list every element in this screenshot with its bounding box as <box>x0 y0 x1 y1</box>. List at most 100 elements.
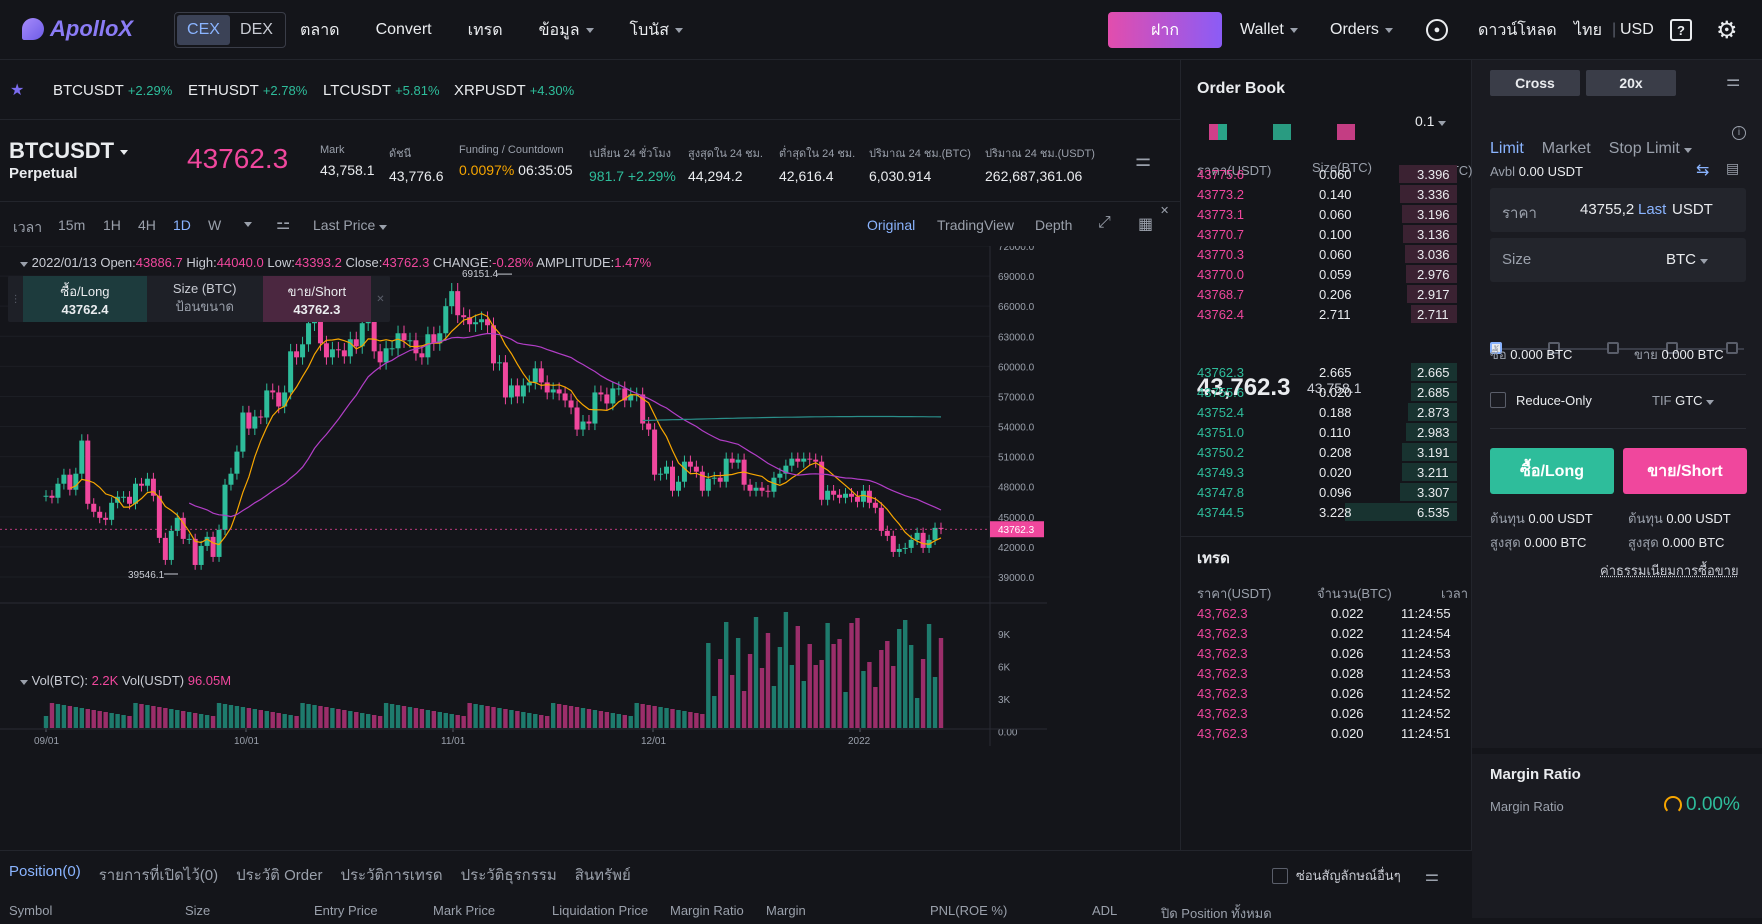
precision-select[interactable]: 0.1 <box>1415 113 1446 129</box>
quick-size-input[interactable]: Size (BTC) ป้อนขนาด <box>147 276 263 322</box>
bid-row[interactable]: 43755.6 0.020 2.685 <box>1181 382 1473 404</box>
help-button[interactable]: ? <box>1670 0 1692 60</box>
interval-w[interactable]: W <box>208 217 221 233</box>
fullscreen-icon[interactable]: ⤢ <box>1098 214 1111 232</box>
price-input[interactable]: ราคา 43755,2 Last USDT <box>1490 188 1746 232</box>
y-tick-label: 51000.0 <box>998 453 1035 464</box>
bid-row[interactable]: 43752.4 0.188 2.873 <box>1181 402 1473 424</box>
interval-1d[interactable]: 1D <box>173 217 191 233</box>
ask-row[interactable]: 43770.7 0.100 3.136 <box>1181 224 1473 246</box>
collapse-icon[interactable] <box>20 262 28 267</box>
collapse-icon[interactable] <box>20 680 28 685</box>
nav-trade[interactable]: เทรด <box>468 18 503 43</box>
settings-button[interactable]: ⚙ <box>1716 0 1738 60</box>
ask-row[interactable]: 43773.2 0.140 3.336 <box>1181 184 1473 206</box>
ask-row[interactable]: 43762.4 2.711 2.711 <box>1181 304 1473 326</box>
chevron-down-icon[interactable] <box>244 222 252 227</box>
tab-assets[interactable]: สินทรัพย์ <box>575 863 631 887</box>
tif-select[interactable]: TIF GTC <box>1652 393 1714 408</box>
margin-mode-button[interactable]: Cross <box>1490 70 1580 96</box>
nav-markets[interactable]: ตลาด <box>300 18 340 43</box>
slider-stop-100[interactable] <box>1726 342 1738 354</box>
book-view-asks-icon[interactable] <box>1337 124 1355 140</box>
tab-stop-limit[interactable]: Stop Limit <box>1609 140 1693 158</box>
ask-row[interactable]: 43770.0 0.059 2.976 <box>1181 264 1473 286</box>
logo[interactable]: ApolloX <box>22 16 133 42</box>
drag-handle[interactable]: ⋮ <box>8 276 23 322</box>
bid-row[interactable]: 43762.3 2.665 2.665 <box>1181 362 1473 384</box>
size-unit-select[interactable]: BTC <box>1666 251 1708 268</box>
info-icon[interactable]: i <box>1732 126 1746 140</box>
close-all-positions[interactable]: ปิด Position ทั้งหมด <box>1161 903 1272 924</box>
tab-market[interactable]: Market <box>1542 140 1591 158</box>
sell-short-button[interactable]: ขาย/Short <box>1623 448 1747 494</box>
indicator-settings-icon[interactable]: ⚍ <box>276 214 290 234</box>
sliders-icon[interactable]: ⚌ <box>1425 866 1439 886</box>
language-select[interactable]: ไทย <box>1574 0 1602 60</box>
book-view-both-icon[interactable] <box>1209 124 1227 140</box>
ask-row[interactable]: 43770.3 0.060 3.036 <box>1181 244 1473 266</box>
ticker-ltcusdt[interactable]: LTCUSDT +5.81% <box>323 82 440 99</box>
ask-row[interactable]: 43768.7 0.206 2.917 <box>1181 284 1473 306</box>
checkbox[interactable] <box>1490 392 1506 408</box>
reduce-only-toggle[interactable]: Reduce-Only <box>1490 392 1592 408</box>
nav-convert[interactable]: Convert <box>376 21 432 39</box>
fee-link[interactable]: ค่าธรรมเนียมการซื้อขาย <box>1600 560 1739 581</box>
transfer-icon[interactable]: ⇆ <box>1696 160 1709 180</box>
view-tradingview[interactable]: TradingView <box>937 217 1014 233</box>
sliders-icon[interactable]: ⚌ <box>1135 150 1151 171</box>
orders-menu[interactable]: Orders <box>1330 0 1393 60</box>
size-input[interactable]: Size BTC <box>1490 238 1746 282</box>
slider-stop-50[interactable] <box>1607 342 1619 354</box>
download-link[interactable]: ดาวน์โหลด <box>1478 0 1557 60</box>
ask-row[interactable]: 43775.6 0.060 3.396 <box>1181 164 1473 186</box>
ticker-xrpusdt[interactable]: XRPUSDT +4.30% <box>454 82 574 99</box>
buy-long-button[interactable]: ซื้อ/Long <box>1490 448 1614 494</box>
tab-order-history[interactable]: ประวัติ Order <box>236 863 322 887</box>
ask-row[interactable]: 43773.1 0.060 3.196 <box>1181 204 1473 226</box>
book-view-bids-icon[interactable] <box>1273 124 1291 140</box>
view-original[interactable]: Original <box>867 217 915 233</box>
close-icon[interactable]: ✕ <box>371 276 390 322</box>
wallet-menu[interactable]: Wallet <box>1240 0 1298 60</box>
hide-other-toggle[interactable]: ซ่อนสัญลักษณ์อื่นๆ ⚌ <box>1272 865 1439 886</box>
bid-row[interactable]: 43750.2 0.208 3.191 <box>1181 442 1473 464</box>
cex-button[interactable]: CEX <box>177 15 230 45</box>
account-button[interactable]: ● <box>1426 0 1448 60</box>
quick-short-button[interactable]: ขาย/Short 43762.3 <box>263 276 371 322</box>
view-depth[interactable]: Depth <box>1035 217 1072 233</box>
tab-transaction-history[interactable]: ประวัติธุรกรรม <box>461 863 557 887</box>
calculator-icon[interactable]: ⚌ <box>1726 71 1740 91</box>
currency-select[interactable]: USD <box>1620 0 1654 60</box>
bid-row[interactable]: 43747.8 0.096 3.307 <box>1181 482 1473 504</box>
ticker-btcusdt[interactable]: BTCUSDT +2.29% <box>53 82 172 99</box>
layout-grid-icon[interactable]: ▦ <box>1138 214 1153 234</box>
tab-open-orders[interactable]: รายการที่เปิดไว้(0) <box>99 863 218 887</box>
close-icon[interactable]: ✕ <box>1160 204 1169 217</box>
nav-bonus[interactable]: โบนัส <box>630 18 683 43</box>
star-icon[interactable]: ★ <box>10 80 24 100</box>
checkbox[interactable] <box>1272 868 1288 884</box>
ticker-ethusdt[interactable]: ETHUSDT +2.78% <box>188 82 307 99</box>
calendar-icon[interactable]: ▤ <box>1726 160 1739 177</box>
last-price-button[interactable]: Last <box>1638 201 1666 218</box>
tab-positions[interactable]: Position(0) <box>9 863 81 887</box>
volume-bar <box>802 681 806 728</box>
deposit-button[interactable]: ฝาก <box>1108 12 1222 48</box>
interval-4h[interactable]: 4H <box>138 217 156 233</box>
symbol-select[interactable]: BTCUSDT <box>9 138 128 164</box>
nav-data[interactable]: ข้อมูล <box>539 18 594 43</box>
bid-row[interactable]: 43749.3 0.020 3.211 <box>1181 462 1473 484</box>
candle-body <box>825 491 830 500</box>
dex-button[interactable]: DEX <box>230 15 283 45</box>
bid-row[interactable]: 43751.0 0.110 2.983 <box>1181 422 1473 444</box>
tab-limit[interactable]: Limit <box>1490 140 1524 158</box>
quick-long-button[interactable]: ซื้อ/Long 43762.4 <box>23 276 147 322</box>
bid-row[interactable]: 43744.5 3.228 6.535 <box>1181 502 1473 524</box>
interval-15m[interactable]: 15m <box>58 217 85 233</box>
tab-trade-history[interactable]: ประวัติการเทรด <box>340 863 442 887</box>
price-chart[interactable]: 72000.0 69000.0 66000.0 63000.0 60000.0 57000… <box>0 246 1180 850</box>
leverage-button[interactable]: 20x <box>1586 70 1676 96</box>
price-type-select[interactable]: Last Price <box>313 217 387 233</box>
interval-1h[interactable]: 1H <box>103 217 121 233</box>
